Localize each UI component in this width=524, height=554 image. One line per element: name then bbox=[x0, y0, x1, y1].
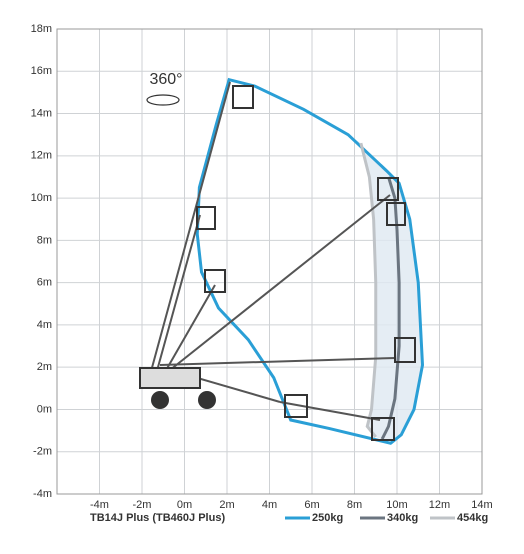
machine-drawing bbox=[139, 81, 416, 441]
x-tick-label: 10m bbox=[386, 499, 407, 511]
envelope-line bbox=[359, 142, 378, 438]
y-tick-label: 6m bbox=[37, 277, 52, 289]
legend-label: 454kg bbox=[457, 512, 488, 524]
legend-label: 250kg bbox=[312, 512, 343, 524]
legend-label: 340kg bbox=[387, 512, 418, 524]
x-tick-label: 12m bbox=[429, 499, 450, 511]
y-tick-label: -2m bbox=[33, 446, 52, 458]
x-tick-label: 4m bbox=[262, 499, 277, 511]
y-tick-label: 0m bbox=[37, 403, 52, 415]
x-tick-label: 14m bbox=[471, 499, 492, 511]
rotation-icon bbox=[146, 94, 180, 106]
y-tick-label: 14m bbox=[31, 107, 52, 119]
rotation-label: 360° bbox=[149, 71, 182, 88]
model-label: TB14J Plus (TB460J Plus) bbox=[90, 512, 225, 524]
y-tick-label: 10m bbox=[31, 192, 52, 204]
y-tick-label: 4m bbox=[37, 319, 52, 331]
y-tick-label: 16m bbox=[31, 65, 52, 77]
x-tick-label: 0m bbox=[177, 499, 192, 511]
plot-frame bbox=[56, 28, 483, 495]
y-tick-label: 2m bbox=[37, 361, 52, 373]
x-tick-label: 6m bbox=[304, 499, 319, 511]
y-tick-label: 18m bbox=[31, 23, 52, 35]
load-zone-shade bbox=[348, 134, 423, 444]
x-tick-label: 8m bbox=[347, 499, 362, 511]
envelope-line bbox=[195, 77, 425, 445]
envelopes bbox=[195, 77, 425, 445]
x-tick-label: 2m bbox=[219, 499, 234, 511]
y-tick-label: -4m bbox=[33, 488, 52, 500]
y-tick-label: 12m bbox=[31, 150, 52, 162]
x-tick-label: -2m bbox=[133, 499, 152, 511]
x-tick-label: -4m bbox=[90, 499, 109, 511]
y-tick-label: 8m bbox=[37, 234, 52, 246]
